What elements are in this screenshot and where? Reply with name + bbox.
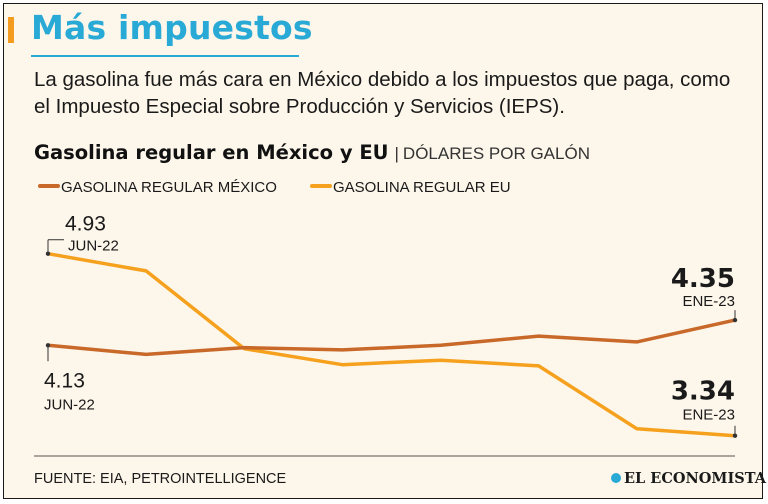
title-underline <box>31 55 299 57</box>
brand-name: EL ECONOMISTA <box>624 470 766 487</box>
chart-unit: DÓLARES POR GALÓN <box>402 144 590 163</box>
annotation-date-eu-end: ENE-23 <box>682 407 735 424</box>
annotation-date-mexico-start: JUN-22 <box>44 396 95 413</box>
chart-heading-separator: | <box>394 144 399 163</box>
annotation-date-mexico-end: ENE-23 <box>682 293 735 310</box>
brand-logo: EL ECONOMISTA <box>611 470 766 487</box>
page-title: Más impuestos <box>31 8 313 47</box>
infographic-frame <box>3 3 763 499</box>
legend-label-mexico: GASOLINA REGULAR MÉXICO <box>61 179 277 196</box>
source-note: FUENTE: EIA, PETROINTELLIGENCE <box>34 471 287 487</box>
data-point-mexico-7 <box>732 317 738 323</box>
annotation-date-eu-start: JUN-22 <box>68 238 119 255</box>
annotation-value-eu-start: 4.93 <box>65 213 106 236</box>
brand-logo-icon <box>611 473 621 483</box>
data-point-eu-7 <box>732 433 738 438</box>
data-point-eu-0 <box>45 251 51 256</box>
legend-label-eu: GASOLINA REGULAR EU <box>333 179 511 196</box>
chart-title: Gasolina regular en México y EU <box>34 141 389 164</box>
data-point-mexico-0 <box>45 343 51 348</box>
annotation-value-mexico-end: 4.35 <box>671 264 735 294</box>
annotation-value-mexico-start: 4.13 <box>44 369 85 392</box>
series-line-eu <box>46 251 737 438</box>
title-accent-bar <box>8 17 14 43</box>
annotation-value-eu-end: 3.34 <box>671 377 735 407</box>
page-subtitle: La gasolina fue más cara en México debid… <box>34 68 731 118</box>
series-line-mexico <box>46 318 737 357</box>
chart-heading: Gasolina regular en México y EU | DÓLARES … <box>34 141 590 164</box>
